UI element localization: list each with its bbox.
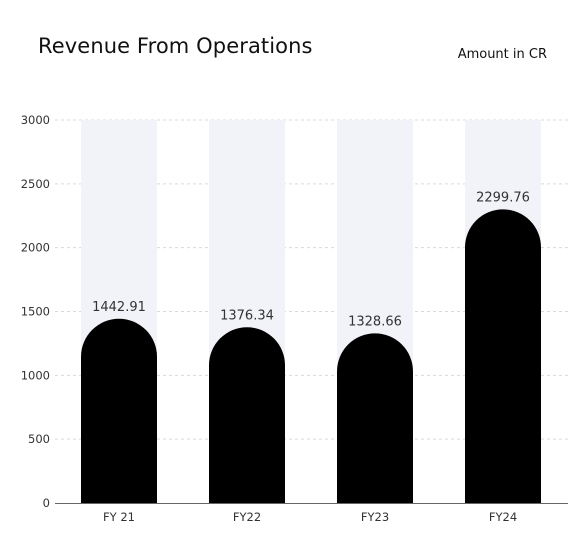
unit-label: Amount in CR xyxy=(457,47,547,62)
y-tick-label: 2000 xyxy=(21,241,50,255)
bars xyxy=(81,209,541,503)
bar[interactable] xyxy=(465,209,541,503)
y-tick-label: 2500 xyxy=(21,177,50,191)
chart-title: Revenue From Operations xyxy=(38,34,313,58)
y-tick-label: 0 xyxy=(43,496,50,510)
bar[interactable] xyxy=(209,327,285,503)
x-category-label: FY22 xyxy=(233,510,261,524)
y-axis-tick-labels: 0 500 1000 1500 2000 2500 3000 xyxy=(21,113,50,510)
bar[interactable] xyxy=(81,318,157,503)
y-tick-label: 500 xyxy=(28,432,50,446)
x-category-label: FY 21 xyxy=(103,510,135,524)
bar-value-label: 1442.91 xyxy=(92,300,146,315)
bar-value-label: 1328.66 xyxy=(348,314,402,329)
bar-value-label: 1376.34 xyxy=(220,308,274,323)
bar-value-label: 2299.76 xyxy=(476,190,530,205)
x-axis-category-labels: FY 21 FY22 FY23 FY24 xyxy=(103,510,517,524)
bar-value-labels: 1442.91 1376.34 1328.66 2299.76 xyxy=(92,190,530,329)
x-category-label: FY23 xyxy=(361,510,389,524)
y-tick-label: 3000 xyxy=(21,113,50,127)
x-category-label: FY24 xyxy=(489,510,517,524)
y-tick-label: 1000 xyxy=(21,368,50,382)
bar[interactable] xyxy=(337,333,413,503)
y-tick-label: 1500 xyxy=(21,305,50,319)
